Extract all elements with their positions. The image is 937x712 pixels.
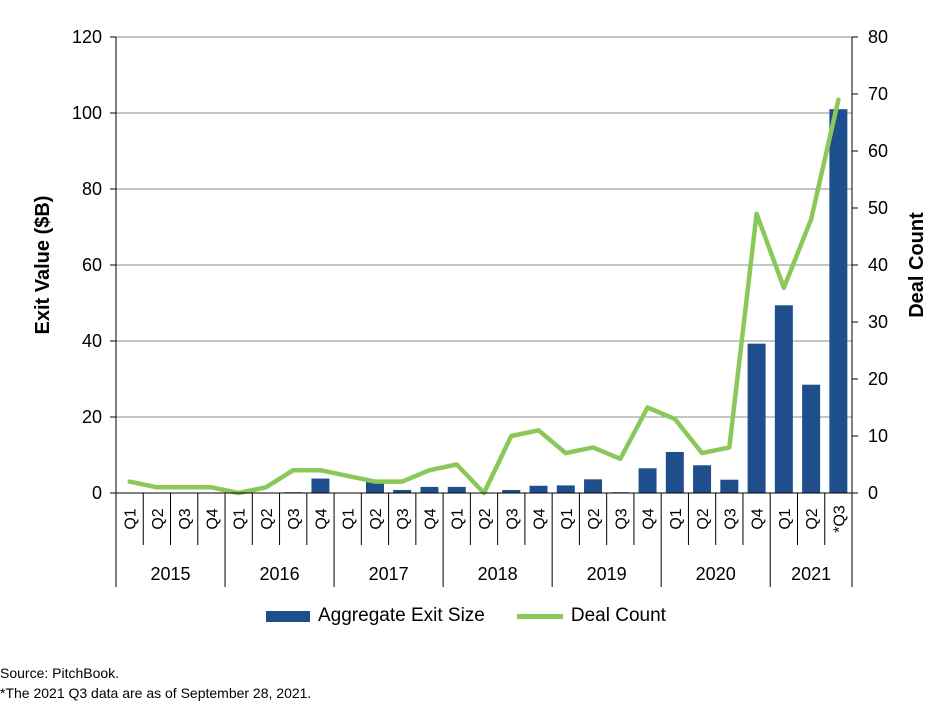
bar bbox=[584, 479, 603, 493]
right-axis-title: Deal Count bbox=[906, 212, 928, 318]
left-tick-label: 0 bbox=[92, 483, 102, 503]
legend-item-exit-size: Aggregate Exit Size bbox=[266, 605, 485, 627]
bar bbox=[447, 486, 466, 493]
category-label: Q4 bbox=[422, 508, 439, 529]
right-tick-label: 20 bbox=[868, 369, 888, 389]
category-label: Q2 bbox=[259, 508, 276, 529]
footnotes: Source: PitchBook. *The 2021 Q3 data are… bbox=[0, 663, 311, 703]
exit-size-bars bbox=[120, 109, 848, 493]
chart-legend: Aggregate Exit Size Deal Count bbox=[266, 603, 698, 629]
category-label: Q4 bbox=[750, 508, 767, 529]
bar bbox=[638, 468, 657, 493]
bar bbox=[502, 489, 521, 493]
category-label: Q1 bbox=[341, 508, 358, 529]
category-label: Q2 bbox=[804, 508, 821, 529]
legend-swatch-line bbox=[516, 613, 563, 619]
bar bbox=[556, 485, 575, 493]
right-tick-label: 70 bbox=[868, 84, 888, 104]
left-axis-title: Exit Value ($B) bbox=[32, 196, 54, 335]
right-tick-label: 0 bbox=[868, 483, 878, 503]
category-label: Q4 bbox=[204, 508, 221, 529]
category-label: Q3 bbox=[722, 508, 739, 529]
year-label: 2019 bbox=[587, 564, 627, 584]
left-tick-label: 100 bbox=[72, 103, 102, 123]
bar bbox=[420, 486, 439, 493]
bar bbox=[665, 451, 684, 493]
legend-swatch-bar bbox=[266, 610, 310, 622]
year-label: 2020 bbox=[696, 564, 736, 584]
right-tick-label: 80 bbox=[868, 27, 888, 47]
category-label: *Q3 bbox=[831, 505, 848, 533]
bar bbox=[774, 305, 793, 493]
source-note: Source: PitchBook. bbox=[0, 665, 120, 681]
left-tick-label: 60 bbox=[82, 255, 102, 275]
left-tick-label: 40 bbox=[82, 331, 102, 351]
bar bbox=[529, 485, 548, 493]
left-tick-label: 80 bbox=[82, 179, 102, 199]
deal-count-series-line bbox=[127, 97, 841, 496]
bar bbox=[365, 481, 384, 493]
category-label: Q1 bbox=[123, 508, 140, 529]
legend-item-deal-count: Deal Count bbox=[516, 605, 666, 627]
category-label: Q2 bbox=[695, 508, 712, 529]
exit-value-deal-count-chart: 0 20 40 60 80 100 120 0 10 20 30 40 50 60 70 80 Q1 Q2 Q3 Q4… bbox=[32, 27, 928, 587]
category-label: Q1 bbox=[777, 508, 794, 529]
left-tick-label: 20 bbox=[82, 407, 102, 427]
category-label: Q2 bbox=[150, 508, 167, 529]
year-label: 2016 bbox=[260, 564, 300, 584]
year-label: 2015 bbox=[150, 564, 190, 584]
category-label: Q2 bbox=[368, 508, 385, 529]
category-label: Q4 bbox=[641, 508, 658, 529]
deal-count-line bbox=[127, 97, 841, 496]
gridlines bbox=[116, 36, 852, 418]
left-tick-label: 120 bbox=[72, 27, 102, 47]
legend-label-deal-count: Deal Count bbox=[570, 605, 666, 626]
category-label: Q1 bbox=[559, 508, 576, 529]
category-label: Q1 bbox=[450, 508, 467, 529]
category-label: Q1 bbox=[232, 508, 249, 529]
right-tick-label: 30 bbox=[868, 312, 888, 332]
category-label: Q3 bbox=[177, 508, 194, 529]
category-label: Q3 bbox=[395, 508, 412, 529]
bar bbox=[393, 489, 412, 493]
bar bbox=[747, 343, 766, 493]
category-label: Q1 bbox=[668, 508, 685, 529]
category-label: Q3 bbox=[504, 508, 521, 529]
bar bbox=[829, 109, 848, 493]
data-date-note: *The 2021 Q3 data are as of September 28… bbox=[0, 685, 312, 701]
category-label: Q2 bbox=[477, 508, 494, 529]
right-tick-label: 50 bbox=[868, 198, 888, 218]
right-tick-label: 10 bbox=[868, 426, 888, 446]
category-label: Q3 bbox=[286, 508, 303, 529]
bar bbox=[693, 465, 712, 493]
category-label: Q4 bbox=[532, 508, 549, 529]
year-label: 2021 bbox=[791, 564, 831, 584]
category-label: Q3 bbox=[613, 508, 630, 529]
bar bbox=[311, 478, 330, 493]
year-label: 2018 bbox=[478, 564, 518, 584]
year-label: 2017 bbox=[369, 564, 409, 584]
category-label: Q2 bbox=[586, 508, 603, 529]
bar bbox=[720, 479, 739, 493]
right-tick-label: 40 bbox=[868, 255, 888, 275]
legend-label-exit-size: Aggregate Exit Size bbox=[318, 605, 485, 626]
category-label: Q4 bbox=[313, 508, 330, 529]
bar bbox=[802, 384, 821, 493]
right-tick-label: 60 bbox=[868, 141, 888, 161]
axes: 0 20 40 60 80 100 120 0 10 20 30 40 50 60 70 80 Q1 Q2 Q3 Q4… bbox=[72, 27, 888, 587]
